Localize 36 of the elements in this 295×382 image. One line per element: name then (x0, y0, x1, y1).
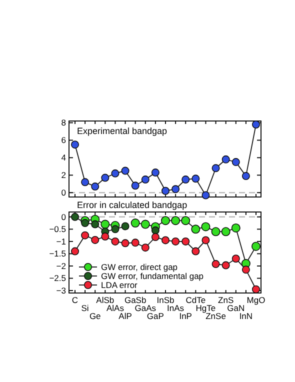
x-tick-label: Ge (89, 311, 102, 321)
x-tick-label: HgTe (196, 303, 216, 313)
y-tick-label: −0.5 (49, 224, 66, 234)
y-tick-label: 6 (61, 135, 66, 146)
y-tick-label: 2 (61, 170, 66, 180)
y-tick-label: 8 (61, 118, 66, 128)
y-tick-label: 0 (61, 188, 66, 198)
x-tick-label: C (72, 295, 78, 305)
y-tick-label: −1.5 (49, 248, 66, 259)
x-tick-label: MgO (246, 295, 266, 305)
x-tick-label: CdTe (186, 295, 206, 305)
x-tick-label: ZnS (218, 295, 234, 305)
y-tick-label: −2 (56, 260, 66, 271)
legend-label: LDA error (101, 280, 138, 290)
y-tick-label: −3 (56, 286, 66, 296)
y-tick-label: 4 (61, 152, 66, 163)
text: Experimental bandgap (77, 126, 168, 136)
x-tick-label: InAs (167, 303, 184, 313)
y-tick-label: −1 (56, 236, 66, 246)
x-tick-label: InP (179, 311, 192, 321)
x-tick-label: GaSb (124, 295, 146, 305)
x-tick-label: GaP (146, 311, 164, 321)
x-tick-label: GaN (227, 303, 245, 313)
x-tick-label: InSb (156, 295, 175, 305)
x-tick-label: ZnSe (206, 311, 226, 321)
y-tick-label: 0 (61, 212, 66, 222)
y-tick-label: −2.5 (49, 273, 66, 284)
x-tick-label: AlAs (106, 303, 124, 313)
legend-label: GW error, fundamental gap (101, 270, 204, 281)
chart-title: Error in calculated bandgap (77, 200, 188, 210)
x-tick-label: Si (81, 303, 89, 313)
x-tick-label: AlP (118, 311, 132, 321)
x-tick-label: GaAs (134, 303, 156, 313)
legend-label: GW error, direct gap (101, 262, 178, 272)
x-tick-label: AlSb (96, 295, 114, 305)
x-tick-label: InN (239, 311, 253, 321)
